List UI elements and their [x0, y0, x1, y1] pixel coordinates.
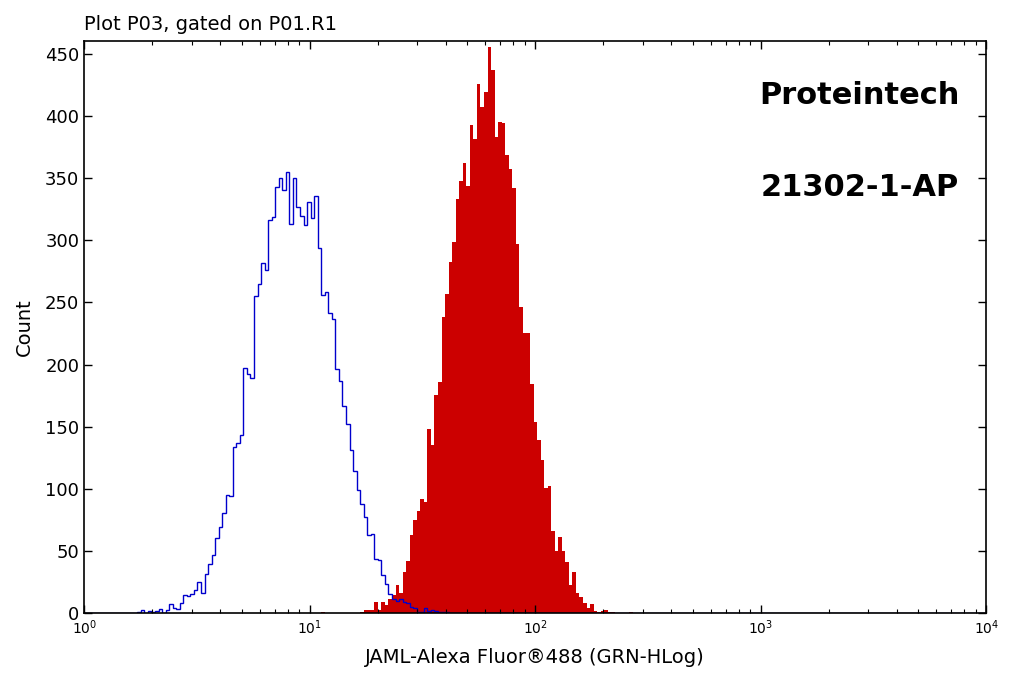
- Text: Plot P03, gated on P01.R1: Plot P03, gated on P01.R1: [84, 15, 338, 34]
- X-axis label: JAML-Alexa Fluor®488 (GRN-HLog): JAML-Alexa Fluor®488 (GRN-HLog): [365, 648, 705, 667]
- Text: Proteintech: Proteintech: [758, 81, 959, 110]
- Y-axis label: Count: Count: [15, 299, 34, 356]
- Text: 21302-1-AP: 21302-1-AP: [762, 173, 959, 202]
